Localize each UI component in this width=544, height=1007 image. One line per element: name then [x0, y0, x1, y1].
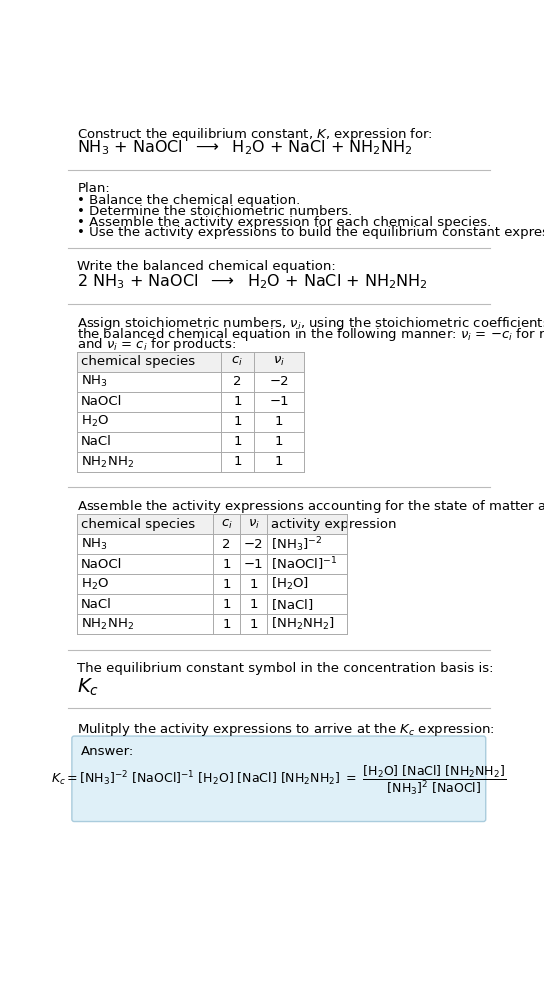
Text: $\nu_i$: $\nu_i$ [248, 518, 259, 531]
Text: 1: 1 [233, 416, 242, 428]
Text: 1: 1 [249, 598, 258, 611]
Bar [77, 372, 305, 392]
Text: $\mathrm{NH_2NH_2}$: $\mathrm{NH_2NH_2}$ [81, 617, 134, 632]
Text: 1: 1 [249, 618, 258, 631]
Text: Assemble the activity expressions accounting for the state of matter and $\nu_i$: Assemble the activity expressions accoun… [77, 498, 544, 516]
Text: $K_c = [\mathrm{NH_3}]^{-2}\ [\mathrm{NaOCl}]^{-1}\ [\mathrm{H_2O}]\ [\mathrm{Na: $K_c = [\mathrm{NH_3}]^{-2}\ [\mathrm{Na… [51, 764, 506, 798]
Bar [77, 452, 305, 472]
Text: Write the balanced chemical equation:: Write the balanced chemical equation: [77, 260, 336, 273]
Text: and $\nu_i$ = $c_i$ for products:: and $\nu_i$ = $c_i$ for products: [77, 336, 236, 353]
Text: −2: −2 [244, 538, 263, 551]
Bar [77, 614, 347, 634]
Text: $K_c$: $K_c$ [77, 677, 100, 698]
Text: −1: −1 [244, 558, 263, 571]
Text: 1: 1 [222, 618, 231, 631]
Text: $[\mathrm{NH_2NH_2}]$: $[\mathrm{NH_2NH_2}]$ [271, 616, 335, 632]
Bar [77, 515, 347, 535]
Text: • Balance the chemical equation.: • Balance the chemical equation. [77, 194, 300, 207]
Text: the balanced chemical equation in the following manner: $\nu_i$ = −$c_i$ for rea: the balanced chemical equation in the fo… [77, 325, 544, 342]
FancyBboxPatch shape [72, 736, 486, 822]
Text: • Assemble the activity expression for each chemical species.: • Assemble the activity expression for e… [77, 215, 492, 229]
Text: chemical species: chemical species [81, 518, 195, 531]
Text: NaCl: NaCl [81, 435, 112, 448]
Text: 1: 1 [233, 396, 242, 409]
Text: Mulitply the activity expressions to arrive at the $K_c$ expression:: Mulitply the activity expressions to arr… [77, 721, 495, 738]
Text: $2\ \mathrm{NH_3}$ + NaOCl  $\longrightarrow$  $\mathrm{H_2O}$ + NaCl + $\mathrm: $2\ \mathrm{NH_3}$ + NaOCl $\longrightar… [77, 273, 428, 291]
Text: $\mathrm{NH_2NH_2}$: $\mathrm{NH_2NH_2}$ [81, 454, 134, 469]
Text: NaOCl: NaOCl [81, 396, 122, 409]
Bar [77, 412, 305, 432]
Text: $[\mathrm{H_2O}]$: $[\mathrm{H_2O}]$ [271, 576, 309, 592]
Text: chemical species: chemical species [81, 355, 195, 369]
Text: $\nu_i$: $\nu_i$ [273, 355, 285, 369]
Text: $\mathrm{H_2O}$: $\mathrm{H_2O}$ [81, 577, 109, 592]
Text: $c_i$: $c_i$ [231, 355, 243, 369]
Text: 1: 1 [222, 558, 231, 571]
Text: $[\mathrm{NaCl}]$: $[\mathrm{NaCl}]$ [271, 597, 313, 612]
Text: 1: 1 [222, 598, 231, 611]
Text: 1: 1 [249, 578, 258, 591]
Text: $\mathrm{H_2O}$: $\mathrm{H_2O}$ [81, 414, 109, 429]
Text: • Determine the stoichiometric numbers.: • Determine the stoichiometric numbers. [77, 204, 353, 218]
Text: 2: 2 [222, 538, 231, 551]
Text: −1: −1 [269, 396, 289, 409]
Bar [77, 392, 305, 412]
Text: Assign stoichiometric numbers, $\nu_i$, using the stoichiometric coefficients, $: Assign stoichiometric numbers, $\nu_i$, … [77, 315, 544, 332]
Text: 1: 1 [233, 435, 242, 448]
Bar [77, 432, 305, 452]
Bar [77, 574, 347, 594]
Bar [77, 554, 347, 574]
Text: 2: 2 [233, 376, 242, 389]
Bar [77, 351, 305, 372]
Text: Answer:: Answer: [81, 744, 134, 757]
Text: $[\mathrm{NaOCl}]^{-1}$: $[\mathrm{NaOCl}]^{-1}$ [271, 556, 338, 573]
Text: $c_i$: $c_i$ [220, 518, 232, 531]
Text: $\mathrm{NH_3}$: $\mathrm{NH_3}$ [81, 375, 108, 390]
Text: $\mathrm{NH_3}$: $\mathrm{NH_3}$ [81, 537, 108, 552]
Bar [77, 594, 347, 614]
Text: NaCl: NaCl [81, 598, 112, 611]
Bar [77, 535, 347, 554]
Text: Plan:: Plan: [77, 182, 110, 195]
Text: −2: −2 [269, 376, 289, 389]
Text: NaOCl: NaOCl [81, 558, 122, 571]
Text: The equilibrium constant symbol in the concentration basis is:: The equilibrium constant symbol in the c… [77, 663, 494, 675]
Text: 1: 1 [233, 455, 242, 468]
Text: 1: 1 [275, 435, 283, 448]
Text: $\mathrm{NH_3}$ + NaOCl  $\longrightarrow$  $\mathrm{H_2O}$ + NaCl + $\mathrm{NH: $\mathrm{NH_3}$ + NaOCl $\longrightarrow… [77, 139, 413, 157]
Text: activity expression: activity expression [271, 518, 397, 531]
Text: 1: 1 [275, 416, 283, 428]
Text: $[\mathrm{NH_3}]^{-2}$: $[\mathrm{NH_3}]^{-2}$ [271, 535, 323, 554]
Text: Construct the equilibrium constant, $K$, expression for:: Construct the equilibrium constant, $K$,… [77, 126, 433, 143]
Text: 1: 1 [275, 455, 283, 468]
Text: • Use the activity expressions to build the equilibrium constant expression.: • Use the activity expressions to build … [77, 227, 544, 240]
Text: 1: 1 [222, 578, 231, 591]
